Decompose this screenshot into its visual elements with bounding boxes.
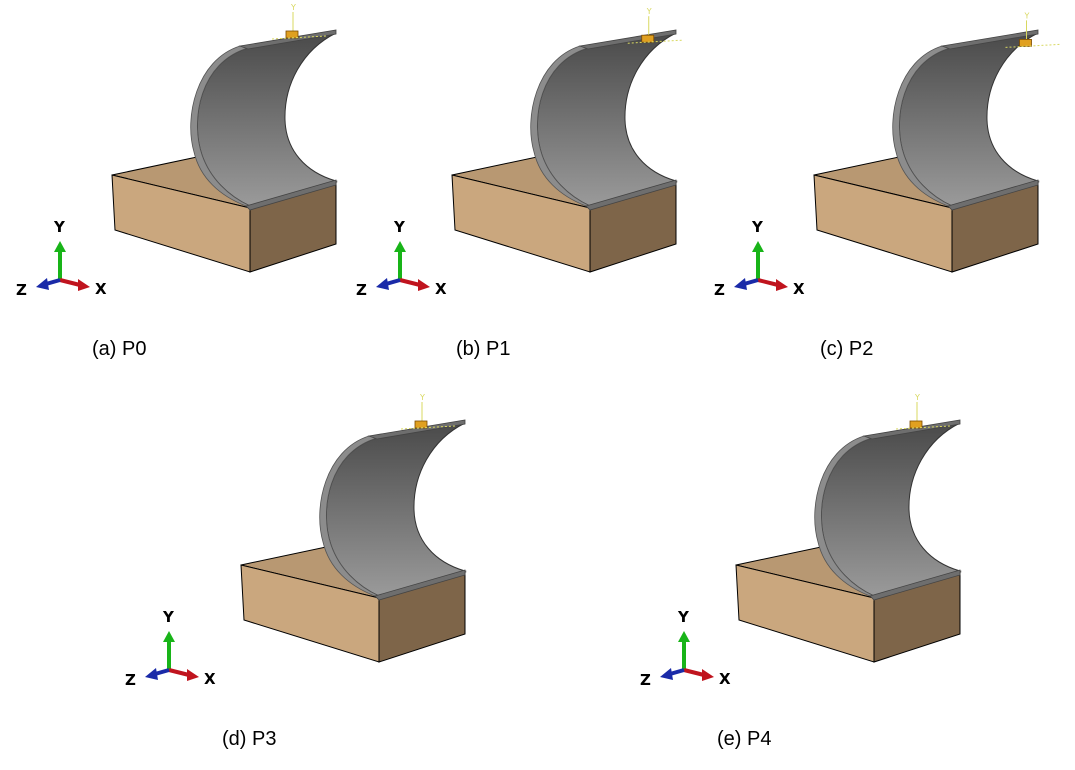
x-axis-head: [78, 279, 90, 291]
probe-e: Y: [895, 393, 951, 430]
scene-e: Y Y X Z: [640, 393, 962, 689]
probe-body: [641, 34, 655, 43]
axis-triad-b: Y X Z: [356, 218, 447, 299]
x-axis-arrow: [399, 278, 421, 287]
probe-body: [1019, 39, 1032, 47]
caption-a: (a) P0: [92, 338, 147, 360]
y-axis-label: Y: [751, 218, 764, 236]
probe-axis-label: Y: [646, 7, 652, 16]
caption-b: (b) P1: [456, 338, 511, 360]
curved-shell-e: [814, 419, 962, 601]
panel-a: Y Y X Z (a) P0: [16, 0, 460, 360]
probe-body: [285, 30, 299, 39]
probe-axis-label: Y: [419, 393, 425, 402]
axis-triad-e: Y X Z: [640, 608, 731, 689]
z-axis-arrow: [154, 668, 170, 676]
y-axis-head: [394, 241, 406, 252]
z-axis-label: Z: [125, 671, 136, 689]
curved-shell-a: [190, 29, 338, 211]
probe-b: Y: [627, 7, 682, 44]
x-axis-head: [418, 279, 430, 291]
curved-shell-c: [892, 29, 1040, 211]
probe-guide: [400, 425, 456, 430]
panel-e: Y Y X Z (e) P4: [640, 390, 1075, 750]
probe-axis-label: Y: [1024, 11, 1030, 20]
probe-axis-label: Y: [290, 3, 296, 12]
x-axis-head: [187, 669, 199, 681]
z-axis-label: Z: [16, 281, 27, 299]
x-axis-label: X: [435, 280, 447, 298]
z-axis-head: [145, 668, 158, 680]
probe-guide: [271, 35, 327, 40]
panel-c: Y Y X Z (c) P2: [714, 0, 1075, 360]
shell-top-edge: [367, 419, 466, 440]
probe-body: [909, 420, 923, 429]
x-axis-arrow: [59, 278, 81, 287]
z-axis-label: Z: [356, 281, 367, 299]
x-axis-label: X: [204, 670, 216, 688]
probe-c: Y: [1005, 11, 1060, 48]
panel-d: Y Y X Z (d) P3: [125, 390, 589, 750]
z-axis-head: [376, 278, 389, 290]
scene-a: Y Y X Z: [16, 3, 338, 299]
y-axis-label: Y: [393, 218, 406, 236]
shell-top-edge: [940, 29, 1039, 50]
axis-triad-a: Y X Z: [16, 218, 107, 299]
y-axis-head: [678, 631, 690, 642]
z-axis-arrow: [385, 278, 401, 286]
probe-body: [414, 420, 428, 429]
x-axis-label: X: [95, 280, 107, 298]
probe-a: Y: [271, 3, 327, 40]
z-axis-label: Z: [640, 671, 651, 689]
curved-shell-b: [530, 29, 678, 211]
caption-d: (d) P3: [222, 728, 277, 750]
shell-bottom-edge: [374, 569, 466, 601]
axis-triad-c: Y X Z: [714, 218, 805, 299]
y-axis-head: [54, 241, 66, 252]
z-axis-label: Z: [714, 281, 725, 299]
shell-bottom-edge: [869, 569, 961, 601]
curved-shell-d: [319, 419, 467, 601]
shell-top-edge: [862, 419, 961, 440]
scene-d: Y Y X Z: [125, 393, 467, 689]
y-axis-label: Y: [677, 608, 690, 626]
shell-bottom-edge: [585, 179, 677, 211]
probe-axis-label: Y: [914, 393, 920, 402]
x-axis-head: [776, 279, 788, 291]
shell-bottom-edge: [245, 179, 337, 211]
scene-c: Y Y X Z: [714, 11, 1060, 299]
panel-b: Y Y X Z (b) P1: [356, 0, 800, 360]
shell-bottom-edge: [947, 179, 1039, 211]
y-axis-head: [752, 241, 764, 252]
probe-guide: [627, 39, 682, 44]
z-axis-head: [36, 278, 49, 290]
axis-triad-d: Y X Z: [125, 608, 216, 689]
y-axis-head: [163, 631, 175, 642]
x-axis-arrow: [168, 668, 190, 677]
x-axis-head: [702, 669, 714, 681]
z-axis-head: [660, 668, 673, 680]
z-axis-arrow: [743, 278, 759, 286]
probe-d: Y: [400, 393, 456, 430]
x-axis-label: X: [719, 670, 731, 688]
probe-guide: [1005, 43, 1060, 48]
x-axis-label: X: [793, 280, 805, 298]
probe-guide: [895, 425, 951, 430]
y-axis-label: Y: [53, 218, 66, 236]
caption-c: (c) P2: [820, 338, 874, 360]
caption-e: (e) P4: [717, 728, 772, 750]
y-axis-label: Y: [162, 608, 175, 626]
scene-b: Y Y X Z: [356, 7, 682, 299]
z-axis-arrow: [669, 668, 685, 676]
x-axis-arrow: [683, 668, 705, 677]
x-axis-arrow: [757, 278, 779, 287]
shell-top-edge: [238, 29, 337, 50]
z-axis-arrow: [45, 278, 61, 286]
z-axis-head: [734, 278, 747, 290]
